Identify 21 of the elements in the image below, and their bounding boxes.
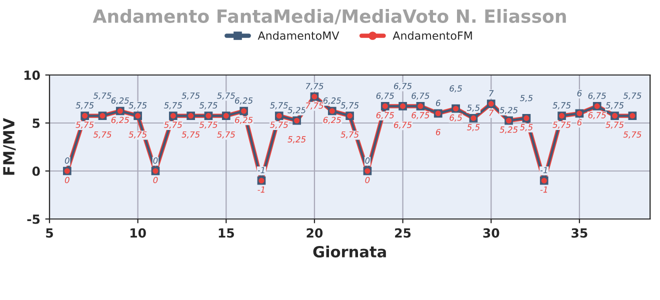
legend-label: AndamentoMV [258, 31, 340, 40]
legend-label: AndamentoFM [392, 31, 472, 40]
y-tick-label: 10 [24, 70, 40, 80]
y-tick-label: 0 [32, 166, 40, 176]
x-tick-label: 15 [218, 228, 234, 238]
data-label: -1 [258, 186, 264, 193]
x-tick-label: 25 [395, 228, 411, 238]
x-tick-label: 30 [483, 228, 500, 238]
chart-title: Andamento FantaMedia/MediaVoto N. Eliasson [92, 9, 566, 24]
y-tick-label: -5 [27, 214, 40, 224]
x-tick-label: 10 [130, 228, 146, 238]
x-axis-title: Giornata [313, 246, 386, 258]
data-label: 6,5 [450, 85, 462, 92]
y-axis-title: FM/MV [3, 118, 16, 175]
x-tick-label: 5 [46, 228, 53, 238]
data-label: -1 [540, 186, 548, 193]
data-label: 7,75 [306, 83, 324, 90]
data-label: 6,75 [394, 82, 412, 90]
x-tick-label: 35 [572, 228, 588, 238]
y-tick-label: 5 [32, 118, 40, 128]
x-tick-label: 20 [306, 228, 323, 238]
